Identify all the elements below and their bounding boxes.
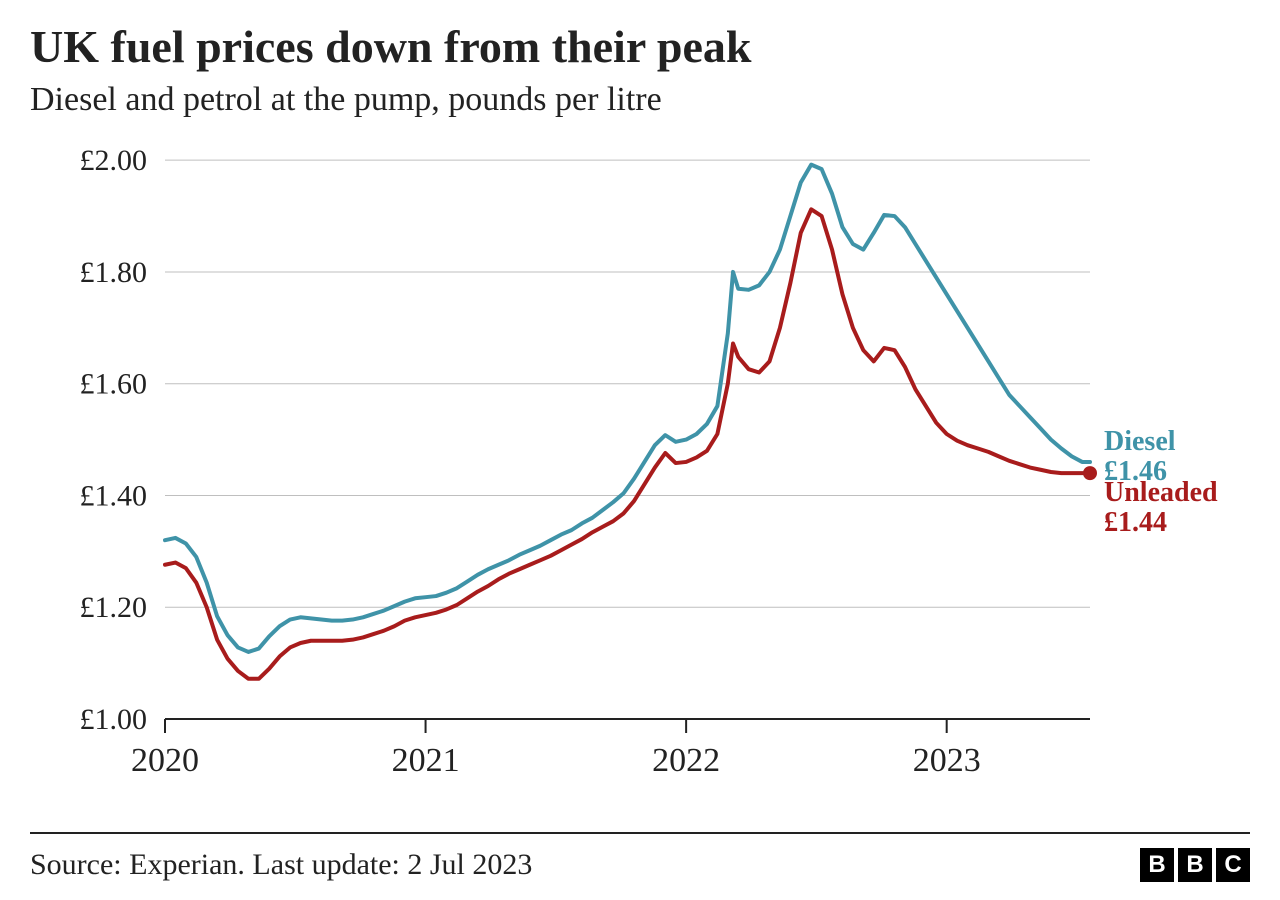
svg-text:2020: 2020 (131, 742, 199, 779)
svg-text:£2.00: £2.00 (80, 144, 148, 177)
svg-text:2022: 2022 (652, 742, 720, 779)
svg-text:£1.80: £1.80 (80, 256, 148, 289)
source-line: Source: Experian. Last update: 2 Jul 202… (30, 848, 532, 882)
svg-text:£1.20: £1.20 (80, 591, 148, 624)
svg-text:£1.44: £1.44 (1104, 507, 1167, 538)
chart-footer: Source: Experian. Last update: 2 Jul 202… (30, 832, 1250, 900)
svg-text:2021: 2021 (392, 742, 460, 779)
bbc-logo-c: C (1216, 848, 1250, 882)
svg-text:Diesel: Diesel (1104, 426, 1176, 457)
chart-subtitle: Diesel and petrol at the pump, pounds pe… (30, 81, 1250, 119)
svg-text:£1.40: £1.40 (80, 479, 148, 512)
svg-text:Unleaded: Unleaded (1104, 477, 1218, 508)
svg-text:£1.00: £1.00 (80, 703, 148, 736)
bbc-logo-b2: B (1178, 848, 1212, 882)
chart-title: UK fuel prices down from their peak (30, 20, 1250, 73)
svg-text:£1.60: £1.60 (80, 368, 148, 401)
svg-text:2023: 2023 (913, 742, 981, 779)
bbc-logo-b1: B (1140, 848, 1174, 882)
chart-area: £1.00 £1.20 £1.40 £1.60 £1.80 £2.00 2020 2021 20… (30, 139, 1250, 832)
bbc-logo: B B C (1140, 848, 1250, 882)
line-chart: £1.00 £1.20 £1.40 £1.60 £1.80 £2.00 2020 2021 20… (30, 139, 1250, 799)
